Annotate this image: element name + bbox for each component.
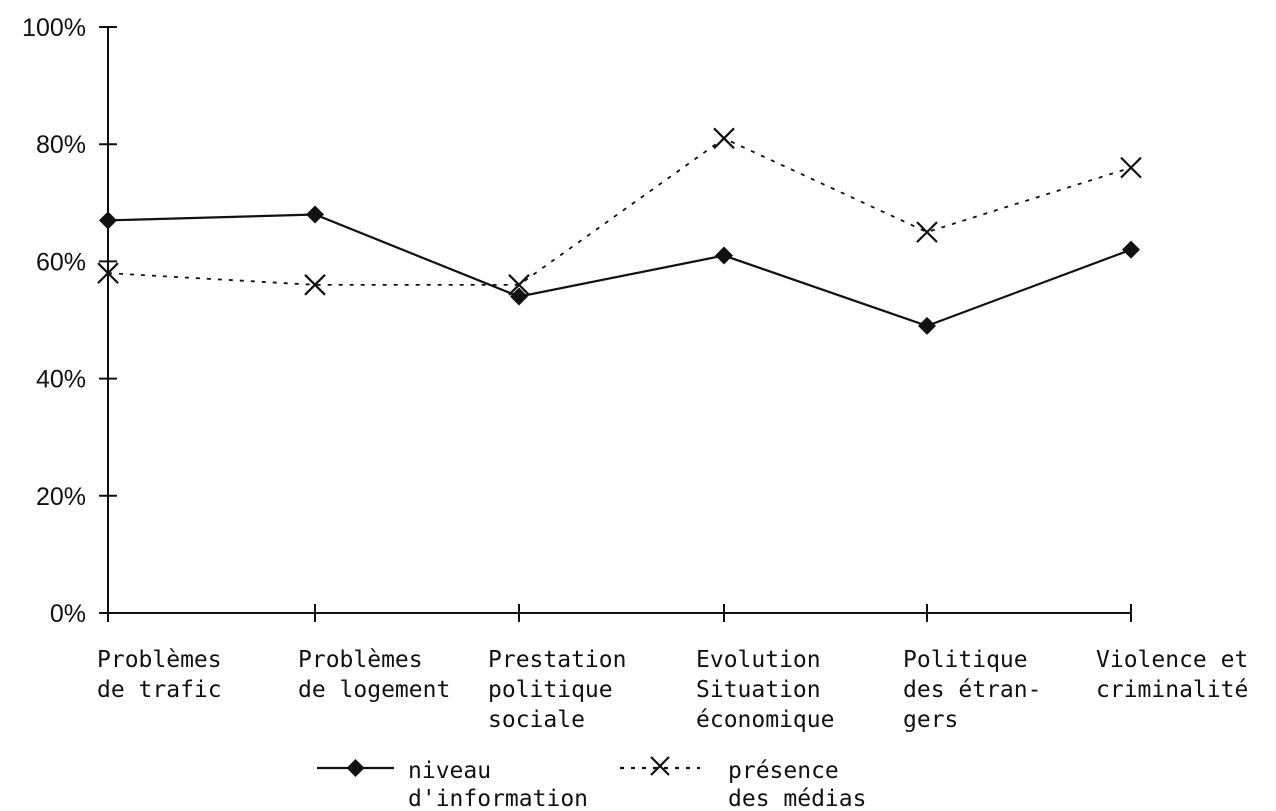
legend-item: présence des médias [620, 756, 866, 811]
x-tick-label: Politique des étran-gers [903, 647, 1041, 733]
y-tick-label: 0% [50, 600, 86, 628]
y-tick-label: 80% [36, 131, 86, 159]
series-line [107, 137, 1132, 286]
data-point [99, 211, 117, 230]
axes [107, 27, 1131, 614]
data-point [1122, 240, 1140, 259]
data-point [510, 287, 528, 306]
legend-marker [346, 759, 365, 777]
legend-marker [650, 756, 670, 776]
series-line [107, 213, 1132, 328]
x-axis-ticks: Problèmes de trafic Problèmes de logement Pr… [97, 604, 1248, 733]
series-2 [97, 127, 1142, 296]
x-tick-label: Prestation politique sociale [488, 647, 626, 733]
series-1 [99, 205, 1140, 335]
y-tick-label: 60% [36, 248, 86, 276]
series-group [97, 127, 1142, 335]
data-point [916, 221, 938, 243]
x-tick-label: Problèmes de logement [298, 647, 450, 703]
data-point [715, 246, 733, 265]
x-tick-label: Problèmes de trafic [97, 647, 222, 703]
x-tick-label: Evolution Situation économique [696, 647, 834, 733]
y-axis-ticks: 0% 20% 40% 60% 80% 100% [22, 14, 117, 628]
legend-label: présence des médias [728, 758, 866, 811]
data-point [508, 274, 530, 296]
legend: niveau d'information présence des médias [317, 756, 866, 811]
y-tick-label: 100% [22, 14, 86, 42]
y-tick-label: 40% [36, 366, 86, 394]
y-tick-label: 20% [36, 483, 86, 511]
data-point [713, 127, 735, 150]
data-point [918, 316, 936, 335]
data-point [306, 205, 324, 224]
data-point [1120, 156, 1142, 179]
data-point [304, 274, 326, 296]
x-tick-label: Violence et criminalité [1096, 647, 1248, 703]
legend-label: niveau d'information [408, 758, 588, 811]
legend-item: niveau d'information [317, 758, 588, 811]
data-point [97, 262, 119, 284]
